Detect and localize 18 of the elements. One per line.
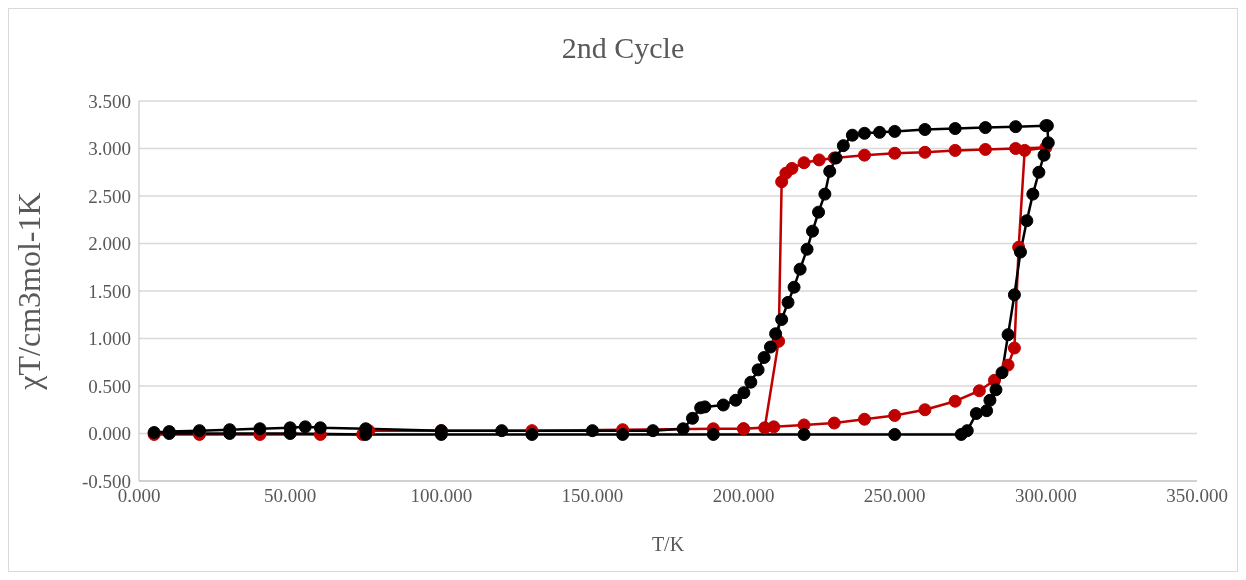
x-tick-label: 250.000 xyxy=(863,485,926,507)
y-tick-label: 1.500 xyxy=(88,280,131,302)
x-tick-label: 350.000 xyxy=(1166,485,1228,507)
y-tick-label: 1.000 xyxy=(88,328,131,350)
y-tick-label: 0.000 xyxy=(88,423,131,445)
y-tick-label: 2.000 xyxy=(88,233,131,255)
x-tick-label: 100.000 xyxy=(410,485,473,507)
y-tick-label: 0.500 xyxy=(88,375,131,397)
y-tick-label: 2.500 xyxy=(88,185,131,207)
x-tick-label: 50.000 xyxy=(264,485,317,507)
x-tick-label: 200.000 xyxy=(712,485,775,507)
y-tick-label: 3.500 xyxy=(88,90,131,112)
x-tick-label: 150.000 xyxy=(561,485,624,507)
y-tick-label: 3.000 xyxy=(88,138,131,160)
x-tick-label: 300.000 xyxy=(1014,485,1077,507)
x-axis-title: T/K xyxy=(651,533,685,555)
y-axis-title: χT/cm3mol-1K xyxy=(11,192,48,391)
chart-title: 2nd Cycle xyxy=(560,30,686,66)
